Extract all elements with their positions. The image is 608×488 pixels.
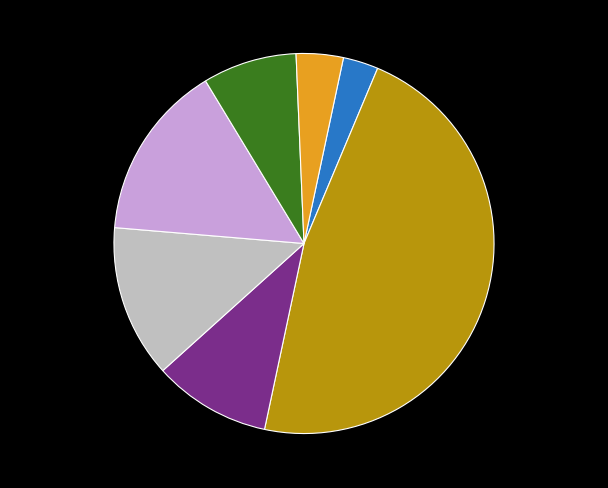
Wedge shape: [264, 69, 494, 434]
Wedge shape: [163, 244, 304, 429]
Wedge shape: [114, 228, 304, 371]
Wedge shape: [296, 54, 344, 244]
Wedge shape: [304, 59, 378, 244]
Wedge shape: [206, 55, 304, 244]
Wedge shape: [115, 82, 304, 244]
